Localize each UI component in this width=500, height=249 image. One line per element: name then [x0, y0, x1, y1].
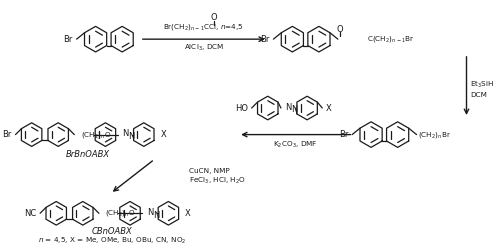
- Text: K$_2$CO$_3$, DMF: K$_2$CO$_3$, DMF: [274, 139, 318, 150]
- Text: CBnOABX: CBnOABX: [92, 227, 132, 236]
- Text: X: X: [326, 104, 332, 113]
- Text: X: X: [185, 209, 191, 218]
- Text: Et$_3$SiH: Et$_3$SiH: [470, 80, 494, 90]
- Text: N: N: [285, 103, 291, 112]
- Text: FeCl$_3$, HCl, H$_2$O: FeCl$_3$, HCl, H$_2$O: [189, 176, 246, 186]
- Text: Br: Br: [339, 130, 348, 139]
- Text: C(CH$_2$)$_{n-1}$Br: C(CH$_2$)$_{n-1}$Br: [368, 34, 415, 44]
- Text: Br(CH$_2$)$_{n-1}$CCl, $n$=4,5: Br(CH$_2$)$_{n-1}$CCl, $n$=4,5: [164, 22, 244, 32]
- Text: NC: NC: [24, 209, 36, 218]
- Text: Br: Br: [2, 130, 12, 139]
- Text: Br: Br: [260, 35, 270, 44]
- Text: HO: HO: [234, 104, 248, 113]
- Text: (CH$_2$)$_n$Br: (CH$_2$)$_n$Br: [418, 129, 450, 140]
- Text: O: O: [210, 13, 217, 22]
- Text: O: O: [336, 25, 343, 34]
- Text: (CH$_2$)$_n$O: (CH$_2$)$_n$O: [81, 129, 111, 140]
- Text: N: N: [291, 106, 297, 115]
- Text: AlCl$_3$, DCM: AlCl$_3$, DCM: [184, 43, 224, 53]
- Text: N: N: [128, 132, 134, 141]
- Text: N: N: [152, 211, 159, 220]
- Text: (CH$_2$)$_n$O: (CH$_2$)$_n$O: [106, 208, 136, 218]
- Text: BrBnOABX: BrBnOABX: [66, 150, 110, 159]
- Text: Br: Br: [64, 35, 72, 44]
- Text: N: N: [122, 129, 128, 138]
- Text: X: X: [160, 130, 166, 139]
- Text: DCM: DCM: [470, 92, 488, 98]
- Text: CuCN, NMP: CuCN, NMP: [189, 168, 230, 174]
- Text: N: N: [146, 208, 153, 217]
- Text: $n$ = 4,5, X = Me, OMe, Bu, OBu, CN, NO$_2$: $n$ = 4,5, X = Me, OMe, Bu, OBu, CN, NO$…: [38, 236, 186, 246]
